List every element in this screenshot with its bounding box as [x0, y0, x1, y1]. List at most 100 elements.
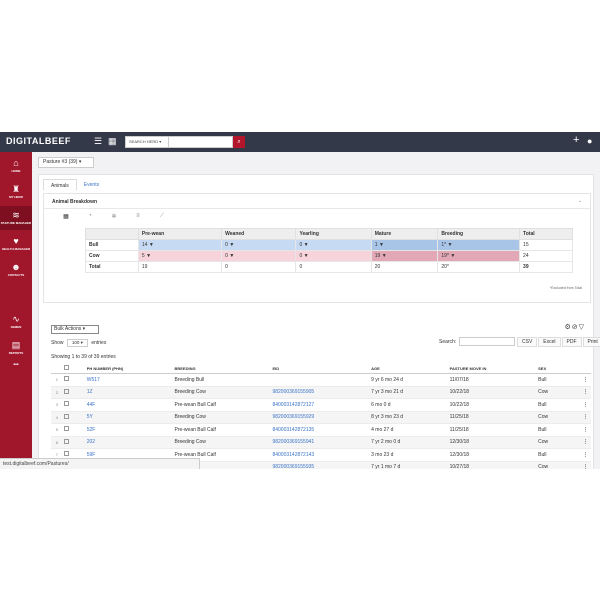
phn-link[interactable]: 52F — [86, 426, 96, 433]
eid-link[interactable]: 982000369155929 — [272, 414, 315, 421]
breeding-cell: Breeding Bull — [171, 373, 270, 387]
filter-cell[interactable]: 14 ▼ — [137, 239, 223, 251]
eid-cell[interactable]: 982000369155929 — [269, 411, 369, 424]
eid-cell[interactable]: 840003142872135 — [269, 423, 369, 437]
eid-link[interactable]: 982000369155935 — [272, 464, 315, 469]
table-search-input[interactable] — [459, 337, 515, 346]
table-view-icon[interactable]: ▦ — [63, 214, 69, 220]
phn-cell[interactable]: 5Y — [83, 411, 172, 424]
eid-cell[interactable]: 982000369155905 — [269, 386, 369, 399]
filter-cell[interactable]: 5 ▼ — [137, 250, 223, 262]
print-button[interactable]: Print — [582, 337, 600, 347]
phn-link[interactable]: 202 — [86, 439, 96, 446]
filter-cell[interactable]: 1* ▼ — [437, 239, 521, 251]
phn-cell[interactable]: 52F — [83, 423, 172, 437]
col-header[interactable]: PH NUMBER (PHN) — [83, 363, 172, 374]
row-checkbox[interactable] — [61, 411, 84, 424]
eid-link[interactable]: 840003142872127 — [272, 401, 315, 408]
phn-link[interactable]: 1Z — [86, 389, 93, 396]
row-menu-icon[interactable]: ⋮ — [568, 423, 591, 437]
filter-cell[interactable]: 0 ▼ — [221, 250, 297, 262]
user-icon[interactable]: ● — [587, 136, 593, 146]
row-menu-icon[interactable]: ⋮ — [568, 436, 591, 449]
col-header[interactable]: SEX — [535, 363, 569, 374]
csv-button[interactable]: CSV — [517, 337, 538, 347]
eid-cell[interactable] — [269, 373, 369, 387]
row-checkbox[interactable] — [61, 386, 84, 399]
phn-cell[interactable]: 202 — [83, 436, 172, 449]
select-all-checkbox[interactable] — [61, 363, 84, 374]
add-icon[interactable]: + — [573, 134, 580, 146]
eid-cell[interactable]: 982000369155935 — [269, 461, 369, 469]
eid-link[interactable]: 840003142872135 — [272, 426, 315, 433]
filter-cell[interactable]: 19 ▼ — [370, 250, 439, 262]
row-menu-icon[interactable]: ⋮ — [568, 411, 591, 424]
herd-search-input[interactable] — [169, 136, 233, 148]
sidebar-item-reports[interactable]: ▤ REPORTS — [0, 336, 32, 360]
eid-link[interactable]: 982000369155941 — [272, 439, 315, 446]
filter-cell[interactable]: 19* ▼ — [437, 250, 521, 262]
filter-cell[interactable]: 0 ▼ — [295, 250, 372, 262]
eid-link[interactable]: 982000369155905 — [272, 389, 315, 396]
col-header: Total — [519, 228, 573, 240]
col-header[interactable]: EID — [269, 363, 369, 374]
row-checkbox[interactable] — [61, 423, 84, 437]
row-menu-icon[interactable]: ⋮ — [568, 398, 591, 412]
sidebar-item-more[interactable]: ••• — [0, 360, 32, 372]
bar-view-icon[interactable]: ≡ — [136, 213, 140, 219]
row-menu-icon[interactable]: ⋮ — [568, 461, 591, 469]
settings-view-icon[interactable]: ✲ — [111, 214, 117, 220]
row-menu-icon[interactable]: ⋮ — [568, 386, 591, 399]
collapse-chevron-icon[interactable]: ⌄ — [577, 198, 582, 204]
sidebar-item-semen[interactable]: ∿ SEMEN — [0, 310, 32, 334]
phn-cell[interactable]: 44F — [83, 398, 172, 412]
tab-animals[interactable]: Animals — [43, 179, 77, 191]
phn-link[interactable]: 59F — [86, 451, 96, 458]
sidebar-item-health-manager[interactable]: ♥ HEALTH MANAGER — [1, 236, 31, 251]
excel-button[interactable]: Excel — [538, 337, 561, 347]
pie-view-icon[interactable]: ◔ — [88, 213, 92, 219]
entries-select[interactable]: 100 ▾ — [66, 339, 88, 347]
phn-link[interactable]: W517 — [86, 376, 100, 383]
row-checkbox[interactable] — [61, 398, 84, 412]
hide-columns-icon[interactable]: ⊘ — [571, 324, 579, 331]
settings-icon[interactable]: ⚙ — [564, 324, 572, 331]
filter-cell[interactable]: 0 ▼ — [221, 239, 297, 251]
phn-cell[interactable]: W517 — [83, 373, 172, 387]
line-view-icon[interactable]: ⟋ — [159, 213, 165, 219]
calendar-icon[interactable]: ▦ — [108, 136, 117, 146]
col-header[interactable]: BREEDING — [171, 363, 270, 374]
sidebar-item-contacts[interactable]: ☻ CONTACTS — [0, 258, 32, 282]
eid-link[interactable]: 840003142872143 — [272, 451, 315, 458]
row-checkbox[interactable] — [61, 436, 84, 449]
bulk-actions-dropdown[interactable]: Bulk Actions ▾ — [51, 325, 99, 334]
eid-cell[interactable]: 840003142872143 — [269, 448, 369, 462]
filter-icon: ▼ — [378, 242, 384, 248]
pasture-icon: ≋ — [12, 210, 20, 220]
hamburger-menu-icon[interactable]: ☰ — [94, 136, 103, 146]
phn-cell[interactable]: 1Z — [83, 386, 172, 399]
sidebar-item-pasture-manager[interactable]: ≋ PASTURE MANAGER — [0, 206, 32, 230]
pdf-button[interactable]: PDF — [561, 337, 582, 347]
sidebar-item-home[interactable]: ⌂ HOME — [0, 154, 32, 178]
col-header[interactable]: PASTURE MOVE IN — [446, 363, 536, 374]
health-icon: ♥ — [13, 236, 19, 246]
filter-cell[interactable]: 1 ▼ — [370, 239, 439, 251]
pasture-select[interactable]: Pasture #3 (39) ▾ — [38, 157, 94, 168]
tab-events[interactable]: Events — [83, 182, 100, 188]
phn-link[interactable]: 5Y — [86, 414, 93, 421]
search-type-dropdown[interactable]: SEARCH HERD ▾ — [125, 136, 169, 148]
eid-cell[interactable]: 840003142872127 — [269, 398, 369, 412]
sidebar-item-my-herd[interactable]: ♜ MY HERD — [0, 180, 32, 204]
filter-icon[interactable]: ▽ — [578, 324, 585, 331]
search-icon[interactable]: ⌕ — [233, 136, 245, 148]
row-menu-icon[interactable]: ⋮ — [568, 448, 591, 462]
app-logo[interactable]: DIGITALBEEF — [6, 136, 71, 146]
phn-link[interactable]: 44F — [86, 401, 96, 408]
row-checkbox[interactable] — [61, 373, 84, 387]
eid-cell[interactable]: 982000369155941 — [269, 436, 369, 449]
filter-cell[interactable]: 0 ▼ — [295, 239, 372, 251]
breakdown-row-bull: Bull 14 ▼ 0 ▼ 0 ▼ 1 ▼ 1* ▼ 15 — [85, 239, 573, 251]
col-header[interactable]: AGE — [368, 363, 447, 374]
row-menu-icon[interactable]: ⋮ — [568, 373, 591, 387]
